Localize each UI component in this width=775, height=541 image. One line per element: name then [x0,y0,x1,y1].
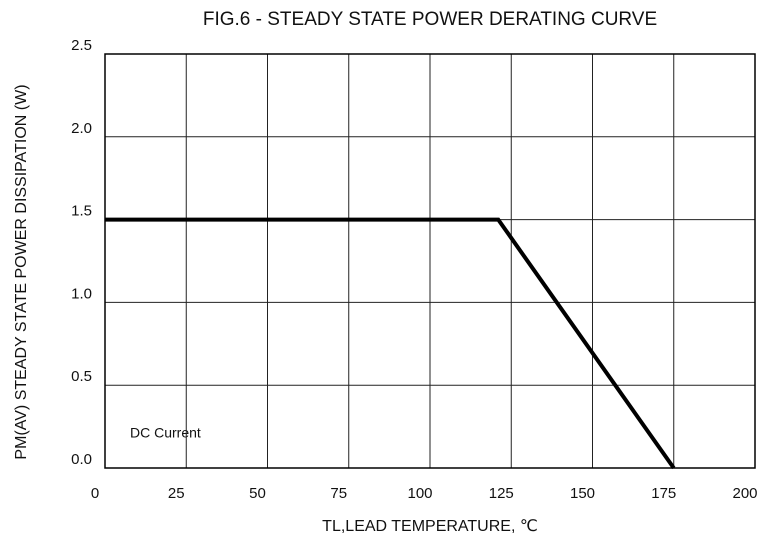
y-tick-label: 1.0 [71,285,92,302]
plot-frame [104,53,756,469]
y-tick-label: 0.5 [71,368,92,385]
annotation: DC Current [130,425,201,441]
chart-title: FIG.6 - STEADY STATE POWER DERATING CURV… [203,9,657,30]
x-tick-label: 175 [651,485,676,502]
x-tick-label: 0 [91,485,99,502]
x-tick-label: 150 [570,485,595,502]
y-axis-label: PM(AV) STEADY STATE POWER DISSIPATION (W… [13,84,30,459]
y-tick-label: 1.5 [71,203,92,220]
x-tick-label: 200 [732,485,757,502]
x-tick-label: 25 [168,485,185,502]
x-tick-label: 50 [249,485,266,502]
x-axis-label: TL,LEAD TEMPERATURE, ℃ [322,518,538,535]
y-tick-label: 2.0 [71,120,92,137]
data-line [105,217,676,470]
y-tick-label: 0.0 [71,451,92,468]
y-tick-label: 2.5 [71,37,92,54]
x-tick-label: 125 [489,485,514,502]
x-tick-label: 100 [407,485,432,502]
x-tick-label: 75 [330,485,347,502]
